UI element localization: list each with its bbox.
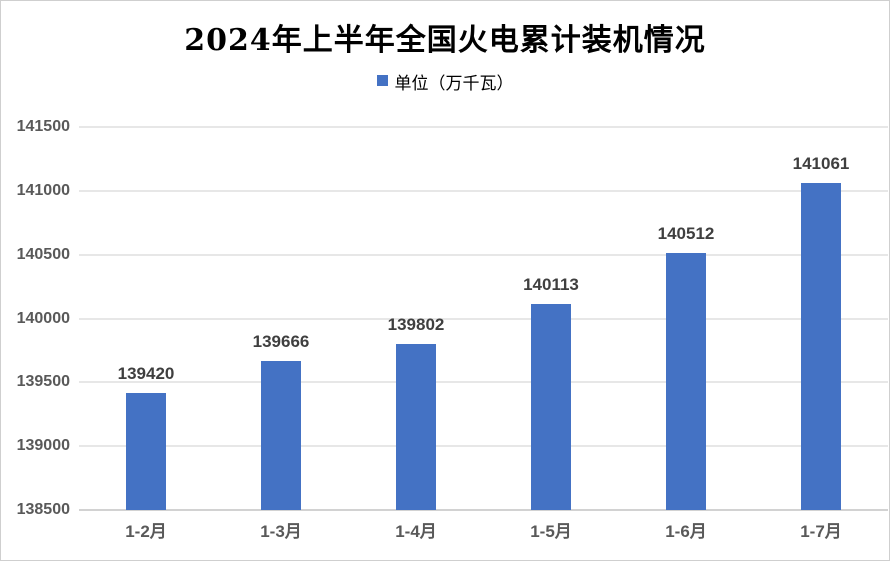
- x-axis-category-label: 1-6月: [665, 522, 707, 541]
- bar: [531, 304, 571, 510]
- gridline: [79, 254, 888, 256]
- bar: [396, 344, 436, 510]
- bar: [666, 253, 706, 510]
- legend: 单位（万千瓦）: [1, 69, 889, 94]
- bar: [261, 361, 301, 510]
- gridline: [79, 190, 888, 192]
- y-axis-tick-label: 141500: [16, 118, 70, 135]
- bar-value-label: 139802: [387, 315, 445, 334]
- x-axis-category-label: 1-5月: [530, 522, 572, 541]
- gridline: [79, 126, 888, 128]
- bar-value-label: 140512: [657, 224, 715, 243]
- y-axis-tick-label: 140500: [16, 246, 70, 263]
- legend-label: 单位（万千瓦）: [394, 74, 514, 94]
- bar-value-label: 140113: [523, 275, 579, 294]
- x-axis-category-label: 1-2月: [125, 522, 167, 541]
- bar-value-label: 139420: [117, 364, 175, 383]
- legend-square-icon: [376, 74, 388, 86]
- gridline: [79, 318, 888, 320]
- x-axis-category-label: 1-7月: [800, 522, 842, 541]
- gridline: [79, 445, 888, 447]
- bar-value-label: 141061: [792, 154, 850, 173]
- bar: [801, 183, 841, 510]
- x-axis-line: [79, 509, 888, 511]
- y-axis-tick-label: 141000: [16, 182, 70, 199]
- gridline: [79, 381, 888, 383]
- y-axis-tick-label: 138500: [16, 501, 70, 518]
- x-axis-category-label: 1-4月: [395, 522, 437, 541]
- bar-value-label: 139666: [252, 332, 310, 351]
- chart-title: 2024年上半年全国火电累计装机情况: [184, 23, 706, 58]
- x-axis-category-label: 1-3月: [260, 522, 302, 541]
- bar: [126, 393, 166, 510]
- y-axis-tick-label: 139000: [16, 437, 70, 454]
- y-axis-tick-label: 140000: [16, 310, 70, 327]
- y-axis-tick-label: 139500: [16, 373, 70, 390]
